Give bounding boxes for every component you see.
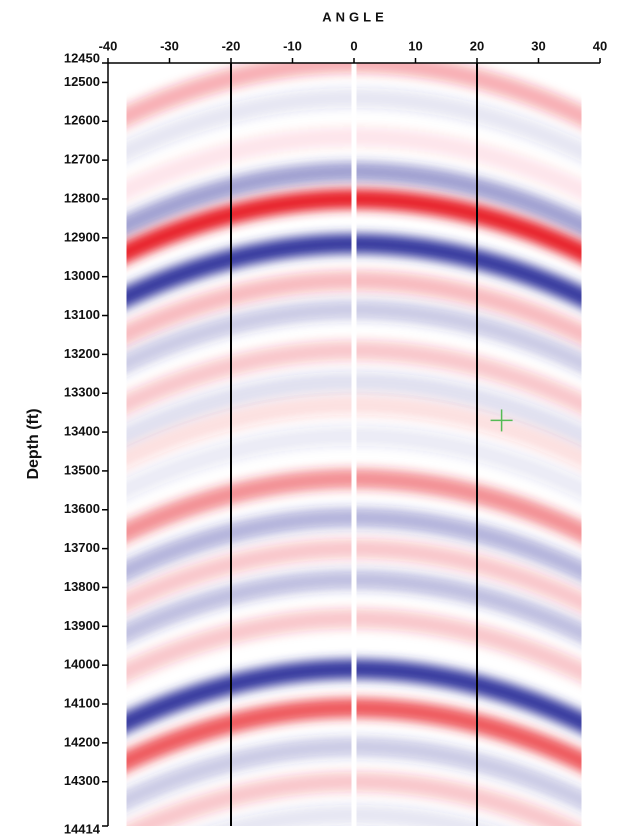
y-tick-label: 13900: [64, 618, 100, 633]
y-tick-label: 14300: [64, 773, 100, 788]
x-tick-label: 40: [593, 38, 607, 53]
reflection-band: [126, 63, 582, 128]
y-tick-label: 13800: [64, 579, 100, 594]
y-tick-label: 14414: [64, 821, 101, 836]
y-tick-label: 13300: [64, 385, 100, 400]
x-tick-label: 30: [531, 38, 545, 53]
x-tick-label: -30: [160, 38, 179, 53]
y-tick-label: 14000: [64, 657, 100, 672]
y-axis-label: Depth (ft): [25, 408, 42, 479]
y-tick-label: 14100: [64, 695, 100, 710]
x-tick-label: 20: [470, 38, 484, 53]
y-tick-label: 14200: [64, 734, 100, 749]
y-tick-label: 12450: [64, 50, 100, 65]
x-tick-label: 0: [350, 38, 357, 53]
x-tick-label: 10: [408, 38, 422, 53]
y-tick-label: 13400: [64, 424, 100, 439]
y-tick-label: 13100: [64, 307, 100, 322]
x-tick-label: -20: [222, 38, 241, 53]
y-tick-label: 13500: [64, 462, 100, 477]
y-tick-label: 13000: [64, 268, 100, 283]
x-tick-label: -10: [283, 38, 302, 53]
y-tick-label: 12900: [64, 229, 100, 244]
x-tick-label: -40: [99, 38, 118, 53]
y-tick-label: 12500: [64, 74, 100, 89]
y-tick-label: 13600: [64, 501, 100, 516]
y-tick-label: 13200: [64, 346, 100, 361]
y-tick-label: 12700: [64, 152, 100, 167]
x-axis-label: ANGLE: [322, 9, 388, 24]
y-tick-label: 13700: [64, 540, 100, 555]
y-tick-label: 12600: [64, 113, 100, 128]
y-tick-label: 12800: [64, 190, 100, 205]
